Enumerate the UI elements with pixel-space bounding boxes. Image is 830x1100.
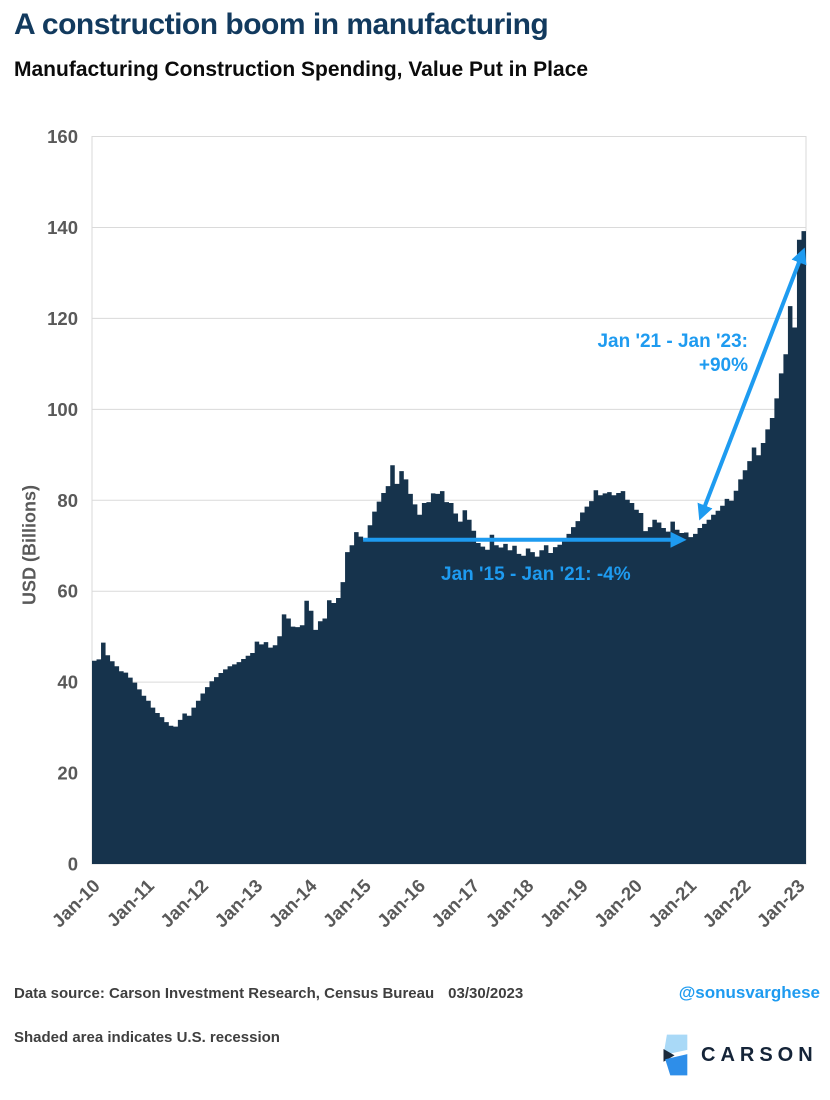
area-series bbox=[92, 231, 806, 864]
svg-text:Jan-10: Jan-10 bbox=[48, 875, 104, 931]
carson-logo-text: CARSON bbox=[701, 1043, 818, 1066]
svg-text:Jan-13: Jan-13 bbox=[210, 875, 266, 931]
y-axis-label: USD (Billions) bbox=[19, 485, 40, 605]
svg-text:Jan-11: Jan-11 bbox=[102, 875, 158, 931]
twitter-handle[interactable]: @sonusvarghese bbox=[678, 983, 820, 1002]
as-of-date: 03/30/2023 bbox=[448, 985, 524, 1002]
svg-text:100: 100 bbox=[47, 399, 78, 420]
page-title: A construction boom in manufacturing bbox=[14, 8, 549, 41]
svg-text:Jan-17: Jan-17 bbox=[427, 875, 483, 931]
svg-text:Jan-21: Jan-21 bbox=[644, 875, 700, 931]
svg-text:20: 20 bbox=[57, 763, 78, 784]
data-source-text: Data source: Carson Investment Research,… bbox=[14, 985, 435, 1002]
svg-text:140: 140 bbox=[47, 217, 78, 238]
svg-text:60: 60 bbox=[57, 581, 78, 602]
svg-text:120: 120 bbox=[47, 308, 78, 329]
annotation-rise-line1: Jan '21 - Jan '23: bbox=[597, 331, 748, 352]
svg-text:Jan-22: Jan-22 bbox=[698, 875, 754, 931]
svg-text:Jan-18: Jan-18 bbox=[481, 875, 537, 931]
recession-note: Shaded area indicates U.S. recession bbox=[14, 1029, 280, 1046]
svg-text:Jan-19: Jan-19 bbox=[536, 875, 592, 931]
svg-text:80: 80 bbox=[57, 490, 78, 511]
carson-logo: CARSON bbox=[655, 1032, 818, 1078]
svg-text:40: 40 bbox=[57, 672, 78, 693]
carson-logo-icon bbox=[663, 1034, 688, 1076]
svg-text:Jan-23: Jan-23 bbox=[752, 875, 808, 931]
svg-text:Jan-20: Jan-20 bbox=[590, 875, 646, 931]
svg-text:Jan-14: Jan-14 bbox=[264, 874, 321, 931]
annotation-rise-line2: +90% bbox=[698, 354, 748, 376]
chart-subtitle: Manufacturing Construction Spending, Val… bbox=[14, 58, 589, 81]
svg-text:Jan-16: Jan-16 bbox=[373, 875, 429, 931]
svg-text:160: 160 bbox=[47, 126, 78, 147]
svg-text:Jan-12: Jan-12 bbox=[156, 875, 212, 931]
footer-source-row: Data source: Carson Investment Research,… bbox=[14, 983, 820, 1003]
annotation-rise: Jan '21 - Jan '23: +90% bbox=[597, 330, 748, 378]
annotation-flat: Jan '15 - Jan '21: -4% bbox=[441, 564, 631, 585]
svg-text:0: 0 bbox=[68, 854, 78, 875]
svg-text:Jan-15: Jan-15 bbox=[319, 875, 375, 931]
